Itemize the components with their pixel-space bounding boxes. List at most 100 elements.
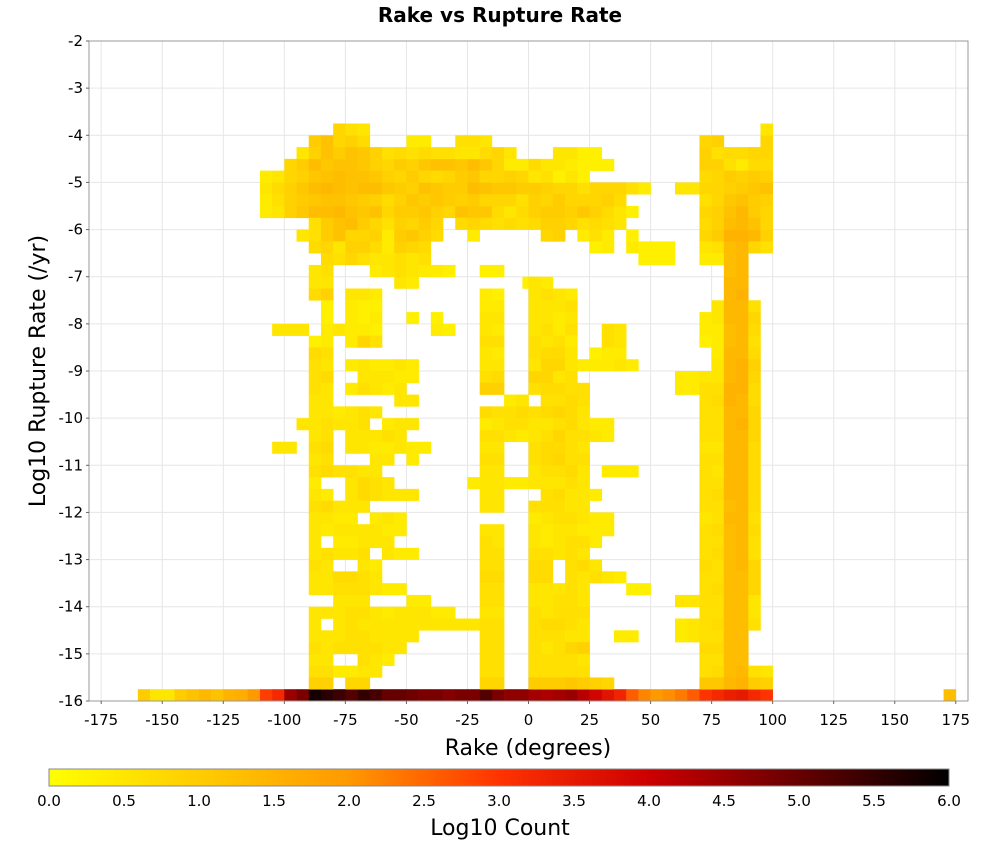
heatmap-cell [638, 182, 651, 195]
heatmap-cell [308, 288, 322, 301]
heatmap-cell [711, 312, 725, 325]
heatmap-cell [528, 618, 542, 631]
heatmap-cell [308, 229, 322, 242]
heatmap-cell [369, 359, 383, 372]
heatmap-cell [723, 382, 737, 395]
heatmap-cell [357, 135, 371, 148]
heatmap-cell [723, 229, 737, 242]
heatmap-cell [699, 642, 712, 655]
heatmap-cell [577, 606, 590, 619]
heatmap-cell [357, 382, 371, 395]
heatmap-cell [491, 488, 505, 501]
heatmap-cell [357, 253, 371, 266]
heatmap-cell [601, 194, 615, 207]
heatmap-cell [577, 594, 590, 608]
heatmap-cell [748, 559, 761, 572]
heatmap-cell [345, 123, 358, 136]
heatmap-cell [406, 158, 419, 171]
heatmap-cell [357, 312, 371, 325]
heatmap-cell [748, 547, 761, 560]
heatmap-cell [540, 347, 554, 360]
heatmap-cell [333, 406, 346, 419]
heatmap-cell [357, 288, 371, 301]
heatmap-cell [308, 276, 322, 289]
heatmap-cell [699, 594, 712, 608]
heatmap-cell [528, 158, 542, 171]
heatmap-cell [565, 630, 578, 643]
heatmap-cell [345, 689, 358, 702]
heatmap-cell [760, 194, 773, 207]
heatmap-cell [565, 488, 578, 501]
heatmap-cell [382, 217, 395, 230]
heatmap-cell [491, 264, 505, 278]
heatmap-cell [711, 335, 725, 348]
heatmap-cell [736, 547, 749, 560]
heatmap-cell [345, 288, 358, 301]
heatmap-cell [369, 465, 383, 478]
heatmap-cell [504, 170, 517, 183]
heatmap-cell [577, 536, 590, 549]
heatmap-cell [528, 276, 542, 289]
heatmap-cell [357, 406, 371, 419]
heatmap-cell [504, 394, 517, 407]
heatmap-cell [528, 536, 542, 549]
x-tick-label: 125 [819, 711, 848, 729]
heatmap-cell [491, 653, 505, 666]
heatmap-cell [687, 630, 700, 643]
heatmap-cell [650, 689, 664, 702]
heatmap-cell [577, 441, 590, 454]
heatmap-cell [748, 347, 761, 360]
heatmap-cell [736, 677, 749, 690]
heatmap-cell [699, 653, 712, 666]
heatmap-cell [723, 547, 737, 560]
heatmap-cell [699, 665, 712, 678]
heatmap-cell [552, 359, 566, 372]
heatmap-cell [601, 689, 615, 702]
x-tick-label: -25 [455, 711, 480, 729]
heatmap-cell [430, 689, 444, 702]
heatmap-cell [748, 465, 761, 478]
heatmap-cell [504, 158, 517, 171]
heatmap-cell [443, 182, 456, 195]
heatmap-cell [589, 217, 603, 230]
heatmap-cell [491, 583, 505, 596]
heatmap-cell [369, 524, 383, 537]
heatmap-cell [699, 689, 712, 702]
heatmap-cell [443, 206, 456, 219]
heatmap-cell [736, 524, 749, 537]
heatmap-cell [467, 158, 480, 171]
heatmap-cell [711, 536, 725, 549]
heatmap-cell [723, 253, 737, 266]
colorbar-tick-label: 1.5 [262, 792, 286, 810]
heatmap-cell [406, 182, 419, 195]
heatmap-cell [601, 158, 615, 171]
heatmap-cell [699, 441, 712, 454]
heatmap-cell [699, 429, 712, 443]
heatmap-cell [540, 182, 554, 195]
heatmap-cell [357, 323, 371, 336]
heatmap-cell [479, 689, 493, 702]
heatmap-cell [394, 264, 407, 278]
heatmap-cell [736, 429, 749, 443]
heatmap-cell [699, 500, 712, 513]
heatmap-cell [540, 194, 554, 207]
heatmap-cell [613, 206, 627, 219]
heatmap-cell [320, 429, 334, 443]
heatmap-cell [516, 406, 529, 419]
heatmap-cell [491, 429, 505, 443]
heatmap-cell [174, 689, 187, 702]
heatmap-cell [186, 689, 200, 702]
heatmap-cell [711, 229, 725, 242]
heatmap-cell [491, 406, 505, 419]
heatmap-cell [736, 158, 749, 171]
heatmap-cell [357, 559, 371, 572]
heatmap-cell [516, 158, 529, 171]
heatmap-cell [345, 477, 358, 490]
heatmap-cell [382, 241, 395, 254]
heatmap-cell [308, 194, 322, 207]
heatmap-cell [723, 488, 737, 501]
y-tick-label: -9 [68, 362, 83, 380]
heatmap-cell [687, 594, 700, 608]
heatmap-cell [491, 206, 505, 219]
heatmap-cell [430, 147, 444, 160]
